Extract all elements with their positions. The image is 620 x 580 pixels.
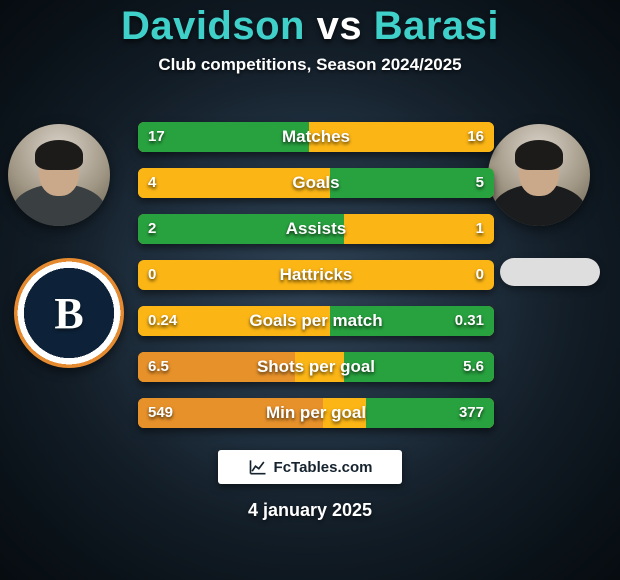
- stat-label: Matches: [138, 122, 494, 152]
- stat-row: 6.5Shots per goal5.6: [138, 352, 494, 382]
- stat-label: Hattricks: [138, 260, 494, 290]
- stat-label: Shots per goal: [138, 352, 494, 382]
- title-right: Barasi: [374, 4, 499, 48]
- brand-box: FcTables.com: [218, 450, 402, 484]
- date-text: 4 january 2025: [0, 500, 620, 521]
- stat-right-value: 0.31: [455, 306, 484, 336]
- chart-icon: [248, 457, 268, 477]
- player-left-avatar: [8, 124, 110, 226]
- club-left-letter: B: [54, 288, 83, 339]
- brand-text: FcTables.com: [274, 459, 373, 476]
- stat-right-value: 0: [476, 260, 484, 290]
- stat-right-value: 16: [467, 122, 484, 152]
- content: Davidson vs Barasi Club competitions, Se…: [0, 0, 620, 580]
- stat-row: 549Min per goal377: [138, 398, 494, 428]
- stat-row: 0.24Goals per match0.31: [138, 306, 494, 336]
- stat-right-value: 5: [476, 168, 484, 198]
- stat-rows: 17Matches16 4Goals5 2Assists1 0Hattricks0 0.…: [138, 122, 494, 444]
- stat-right-value: 1: [476, 214, 484, 244]
- stat-row: 4Goals5: [138, 168, 494, 198]
- stat-row: 2Assists1: [138, 214, 494, 244]
- club-right-badge: [500, 258, 600, 286]
- page-title: Davidson vs Barasi: [0, 0, 620, 49]
- stat-label: Goals per match: [138, 306, 494, 336]
- stat-right-value: 5.6: [463, 352, 484, 382]
- player-right-avatar: [488, 124, 590, 226]
- title-vs: vs: [317, 4, 363, 48]
- stat-label: Assists: [138, 214, 494, 244]
- subtitle: Club competitions, Season 2024/2025: [0, 55, 620, 75]
- club-left-badge: B: [14, 258, 124, 368]
- title-left: Davidson: [121, 4, 305, 48]
- stat-row: 17Matches16: [138, 122, 494, 152]
- stat-label: Goals: [138, 168, 494, 198]
- stat-label: Min per goal: [138, 398, 494, 428]
- stat-right-value: 377: [459, 398, 484, 428]
- stat-row: 0Hattricks0: [138, 260, 494, 290]
